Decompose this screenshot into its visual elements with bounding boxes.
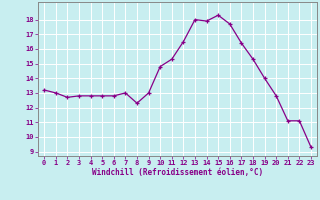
- X-axis label: Windchill (Refroidissement éolien,°C): Windchill (Refroidissement éolien,°C): [92, 168, 263, 177]
